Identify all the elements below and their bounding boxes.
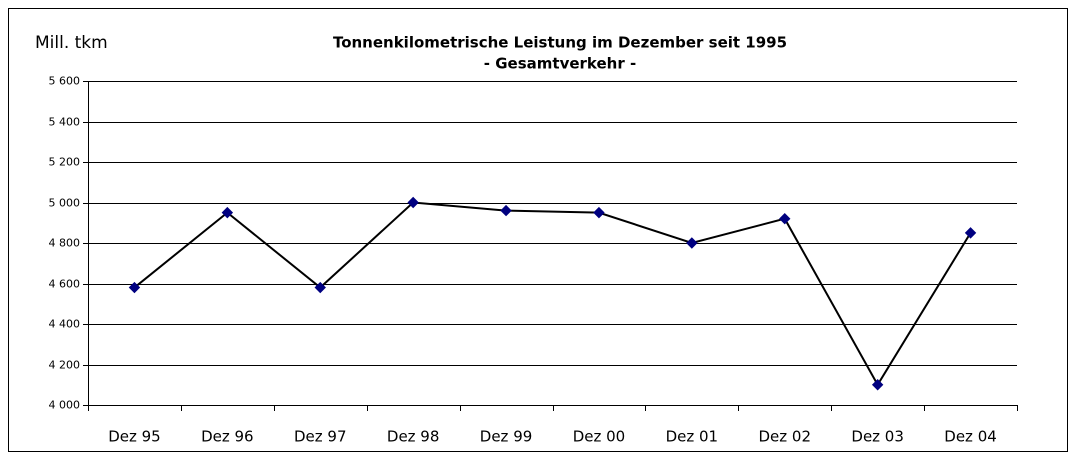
data-point [593, 206, 605, 219]
data-point [871, 379, 884, 391]
data-point [779, 212, 791, 225]
x-tick-label: Dez 01 [666, 428, 719, 446]
x-tick-label: Dez 02 [758, 428, 811, 446]
chart-title: Tonnenkilometrische Leistung im Dezember… [333, 34, 787, 52]
x-tick-label: Dez 95 [108, 428, 161, 446]
x-tick-label: Dez 98 [387, 428, 440, 446]
x-tick-label: Dez 03 [851, 428, 904, 446]
y-tick-label: 5 600 [49, 75, 81, 88]
y-tick-label: 5 000 [49, 197, 81, 210]
chart-subtitle: - Gesamtverkehr - [484, 55, 636, 73]
data-point [221, 206, 234, 219]
data-point [314, 281, 326, 294]
y-tick-label: 4 600 [49, 278, 81, 291]
y-tick-label: 4 200 [49, 359, 81, 372]
y-tick-label: 5 200 [49, 156, 81, 169]
data-point [686, 237, 698, 249]
x-tick-label: Dez 04 [944, 428, 997, 446]
y-tick-label: 5 400 [49, 116, 81, 129]
chart-frame [8, 8, 1068, 452]
y-tick-label: 4 000 [49, 399, 81, 412]
x-tick-label: Dez 96 [201, 428, 254, 446]
data-point [128, 281, 141, 294]
data-point [407, 196, 419, 209]
x-tick-label: Dez 97 [294, 428, 347, 446]
data-line [133, 201, 972, 387]
data-point [500, 204, 512, 217]
x-tick-label: Dez 99 [480, 428, 533, 446]
y-tick-label: 4 800 [49, 237, 81, 250]
y-tick-label: 4 400 [49, 318, 81, 331]
y-axis-label: Mill. tkm [35, 33, 108, 53]
x-tick-label: Dez 00 [573, 428, 626, 446]
data-point [964, 227, 977, 239]
